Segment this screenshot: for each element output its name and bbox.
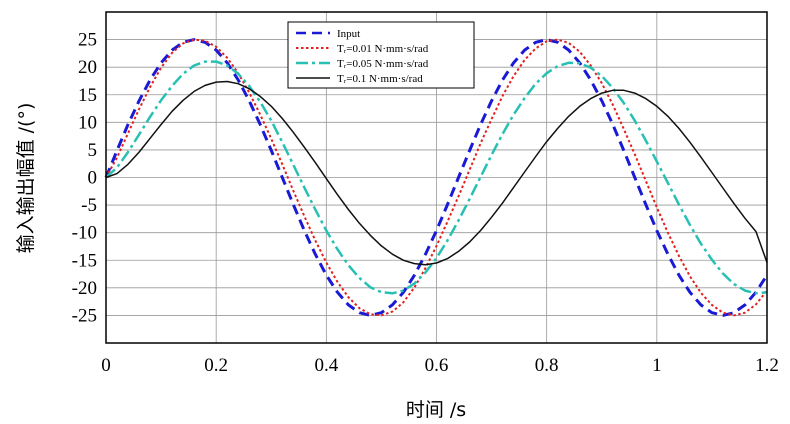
x-tick-label: 0.8 — [535, 355, 559, 376]
series-group — [104, 38, 769, 317]
series-line-1 — [104, 38, 769, 317]
legend-label-4: Tᵣ=0.1 N·mm·s/rad — [337, 73, 423, 85]
x-axis-title: 时间 /s — [406, 399, 466, 421]
y-axis-title: 输入输出幅值 /(°) — [15, 103, 37, 254]
y-tick-label: 25 — [78, 30, 97, 51]
legend-label-3: Tᵣ=0.05 N·mm·s/rad — [337, 58, 429, 70]
y-tick-label: 0 — [88, 168, 98, 189]
series-line-4 — [105, 80, 768, 266]
y-tick-label: -10 — [72, 223, 97, 244]
y-tick-label: 10 — [78, 112, 97, 133]
x-tick-label: 0.4 — [314, 355, 338, 376]
series-line-2 — [105, 38, 768, 317]
plot-frame — [105, 11, 768, 344]
x-tick-label: 0.6 — [425, 355, 449, 376]
tick-labels: 0 0.2 0.4 0.6 0.8 1 1.2 25 20 15 10 5 0 -5 -10 -15 -20 -2… — [72, 30, 779, 376]
y-tick-label: 5 — [88, 140, 98, 161]
legend-label-1: Input — [337, 28, 360, 40]
y-tick-label: -20 — [72, 278, 97, 299]
y-tick-label: -25 — [72, 305, 97, 326]
x-tick-label: 0.2 — [204, 355, 228, 376]
x-tick-label: 1.2 — [755, 355, 779, 376]
y-tick-label: -5 — [81, 195, 97, 216]
x-tick-label: 0 — [101, 355, 111, 376]
legend-label-2: Tᵣ=0.01 N·mm·s/rad — [337, 43, 429, 55]
x-tick-label: 1 — [652, 355, 662, 376]
y-tick-label: -15 — [72, 250, 97, 271]
y-tick-label: 15 — [78, 85, 97, 106]
legend: Input Tᵣ=0.01 N·mm·s/rad Tᵣ=0.05 N·mm·s/ra… — [287, 21, 475, 89]
y-tick-label: 20 — [78, 57, 97, 78]
series-line-3 — [105, 60, 768, 295]
